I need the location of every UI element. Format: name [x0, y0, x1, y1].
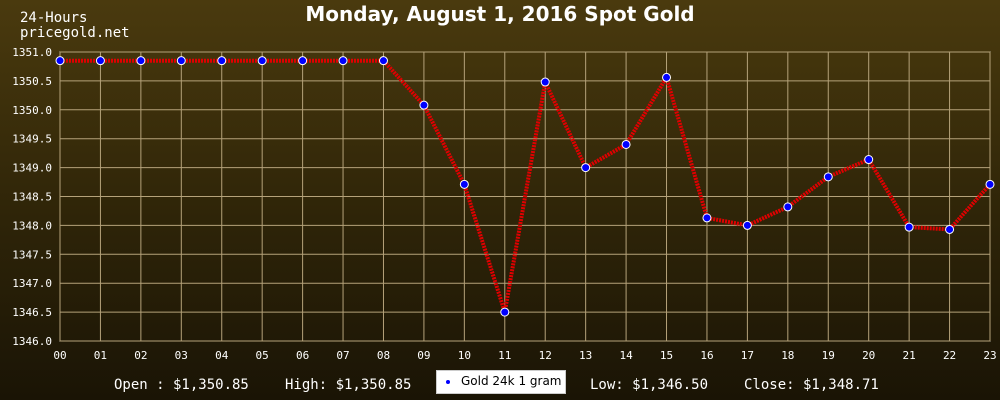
y-tick-label: 1348.0: [12, 219, 52, 232]
x-tick-label: 23: [983, 349, 996, 362]
data-point: [581, 163, 591, 173]
data-point: [95, 56, 105, 66]
data-point: [540, 77, 550, 87]
data-point: [904, 222, 914, 232]
x-tick-label: 16: [700, 349, 713, 362]
x-tick-label: 18: [781, 349, 794, 362]
y-tick-label: 1350.5: [12, 75, 52, 88]
brand-site-label: pricegold.net: [20, 25, 130, 41]
data-point: [621, 139, 631, 149]
high-price: High: $1,350.85: [285, 377, 412, 393]
x-tick-label: 07: [336, 349, 349, 362]
y-tick-label: 1347.5: [12, 248, 52, 261]
x-tick-label: 13: [579, 349, 592, 362]
x-tick-label: 05: [256, 349, 269, 362]
data-point: [945, 224, 955, 234]
x-axis-ticks: 00 01 02 03 04 05 06 07 08 09 10 11 12 13 14 15 16 17 18 19…: [53, 349, 996, 362]
series-gold: [60, 58, 992, 315]
x-tick-label: 15: [660, 349, 673, 362]
data-point: [985, 179, 995, 189]
x-tick-label: 10: [458, 349, 471, 362]
chart-title: Monday, August 1, 2016 Spot Gold: [305, 2, 695, 26]
brand-period-label: 24-Hours: [20, 10, 88, 26]
data-point: [176, 56, 186, 66]
y-tick-label: 1349.5: [12, 133, 52, 146]
y-tick-label: 1348.5: [12, 191, 52, 204]
x-tick-label: 12: [539, 349, 552, 362]
data-point: [783, 202, 793, 212]
data-point: [459, 179, 469, 189]
data-point: [55, 56, 65, 66]
x-tick-label: 22: [943, 349, 956, 362]
legend: Gold 24k 1 gram: [436, 370, 566, 394]
price-summary: Open : $1,350.85 High: $1,350.85 Gold 24…: [0, 370, 1000, 396]
x-tick-label: 00: [53, 349, 66, 362]
y-tick-label: 1350.0: [12, 104, 52, 117]
data-point: [742, 220, 752, 230]
x-tick-label: 20: [862, 349, 875, 362]
y-tick-label: 1347.0: [12, 277, 52, 290]
x-tick-label: 17: [741, 349, 754, 362]
data-point: [378, 56, 388, 66]
x-tick-label: 03: [175, 349, 188, 362]
data-point: [823, 172, 833, 182]
x-tick-label: 19: [822, 349, 835, 362]
data-point: [217, 56, 227, 66]
data-markers: [55, 56, 995, 317]
data-point: [136, 56, 146, 66]
y-tick-label: 1349.0: [12, 162, 52, 175]
data-point: [298, 56, 308, 66]
y-tick-label: 1346.0: [12, 335, 52, 348]
low-price: Low: $1,346.50: [590, 377, 709, 393]
x-tick-label: 11: [498, 349, 511, 362]
legend-label: Gold 24k 1 gram: [461, 374, 562, 388]
legend-marker-icon: [446, 380, 450, 384]
x-tick-label: 06: [296, 349, 309, 362]
x-tick-label: 01: [94, 349, 107, 362]
data-point: [702, 213, 712, 223]
close-price: Close: $1,348.71: [744, 377, 879, 393]
x-tick-label: 04: [215, 349, 229, 362]
grid-lines: [59, 51, 991, 342]
data-point: [662, 72, 672, 82]
open-price: Open : $1,350.85: [114, 377, 249, 393]
series-line: [60, 58, 992, 315]
y-tick-label: 1351.0: [12, 46, 52, 59]
data-point: [257, 56, 267, 66]
x-tick-label: 21: [903, 349, 916, 362]
data-point: [864, 155, 874, 165]
x-tick-label: 08: [377, 349, 390, 362]
y-tick-label: 1346.5: [12, 306, 52, 319]
x-tick-label: 09: [417, 349, 430, 362]
y-axis-ticks: 1351.0 1350.5 1350.0 1349.5 1349.0 1348.5 1348…: [12, 46, 52, 348]
data-point: [338, 56, 348, 66]
x-tick-label: 02: [134, 349, 147, 362]
data-point: [419, 100, 429, 110]
x-tick-label: 14: [619, 349, 633, 362]
data-point: [500, 307, 510, 317]
